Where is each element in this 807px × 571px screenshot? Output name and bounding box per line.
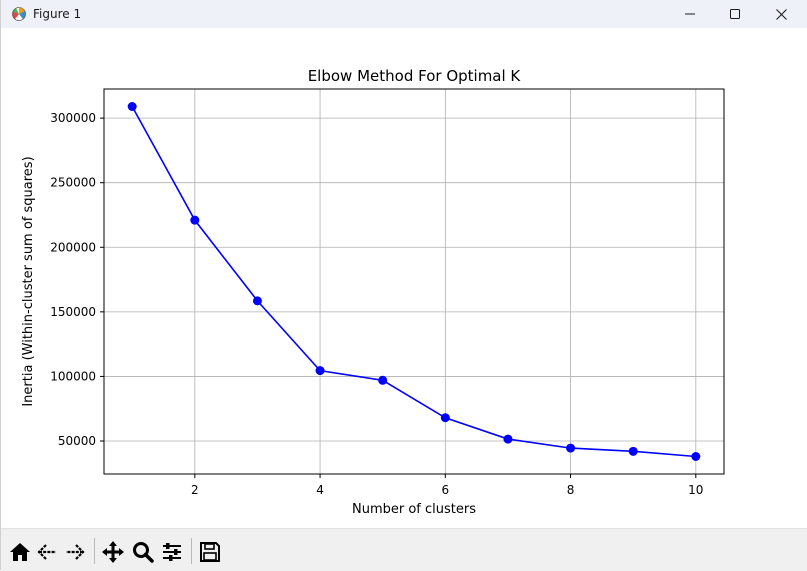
save-floppy-icon	[200, 542, 220, 562]
close-icon	[775, 8, 787, 20]
matplotlib-app-icon	[12, 7, 26, 21]
data-point-marker	[190, 215, 200, 225]
data-point-marker	[315, 366, 325, 376]
home-icon	[10, 543, 30, 561]
data-point-marker	[378, 375, 388, 385]
y-tick-label: 250000	[50, 176, 96, 190]
forward-arrow-icon	[66, 544, 85, 560]
x-tick-label: 8	[567, 483, 575, 497]
toolbar-separator	[94, 538, 95, 564]
window-title: Figure 1	[33, 7, 82, 21]
navigation-toolbar	[1, 528, 807, 571]
axes-frame	[103, 88, 725, 475]
forward-button[interactable]	[62, 539, 88, 565]
x-axis-label: Number of clusters	[352, 502, 476, 517]
x-tick-label: 2	[191, 483, 199, 497]
y-axis-label: Inertia (Within-cluster sum of squares)	[21, 156, 36, 406]
y-tick-label: 100000	[50, 369, 96, 383]
close-button[interactable]	[758, 0, 804, 28]
minimize-button[interactable]	[667, 0, 713, 28]
y-tick-label: 50000	[58, 434, 96, 448]
data-point-marker	[691, 452, 701, 461]
back-arrow-icon	[37, 544, 56, 560]
toolbar-separator	[191, 538, 192, 564]
maximize-button[interactable]	[712, 0, 758, 28]
y-tick-label: 300000	[50, 111, 96, 125]
chart-title: Elbow Method For Optimal K	[308, 67, 522, 85]
figure-canvas[interactable]: 2 4 6 8 10 50000 100000 150000 200000 250000 30000…	[1, 28, 807, 528]
data-point-marker	[503, 434, 513, 444]
title-bar[interactable]: Figure 1	[1, 0, 807, 28]
data-point-marker	[566, 443, 576, 453]
save-button[interactable]	[197, 539, 223, 565]
data-point-marker	[127, 102, 137, 111]
back-button[interactable]	[34, 539, 60, 565]
series-line	[131, 106, 696, 458]
pan-move-icon	[102, 541, 124, 563]
maximize-icon	[730, 9, 740, 19]
zoom-button[interactable]	[130, 539, 156, 565]
home-button[interactable]	[7, 539, 33, 565]
x-tick-label: 6	[441, 483, 449, 497]
elbow-chart: 2 4 6 8 10 50000 100000 150000 200000 250000 30000…	[21, 67, 725, 517]
x-tick-label: 4	[316, 483, 324, 497]
y-tick-label: 200000	[50, 240, 96, 254]
configure-subplots-button[interactable]	[159, 539, 185, 565]
x-tick-label: 10	[688, 483, 703, 497]
minimize-icon	[685, 13, 695, 15]
data-point-marker	[440, 413, 450, 423]
data-point-marker	[252, 296, 262, 306]
pan-button[interactable]	[100, 539, 126, 565]
configure-subplots-icon	[163, 543, 181, 561]
y-tick-label: 150000	[50, 305, 96, 319]
zoom-magnifier-icon	[133, 542, 154, 563]
data-point-marker	[628, 446, 638, 456]
